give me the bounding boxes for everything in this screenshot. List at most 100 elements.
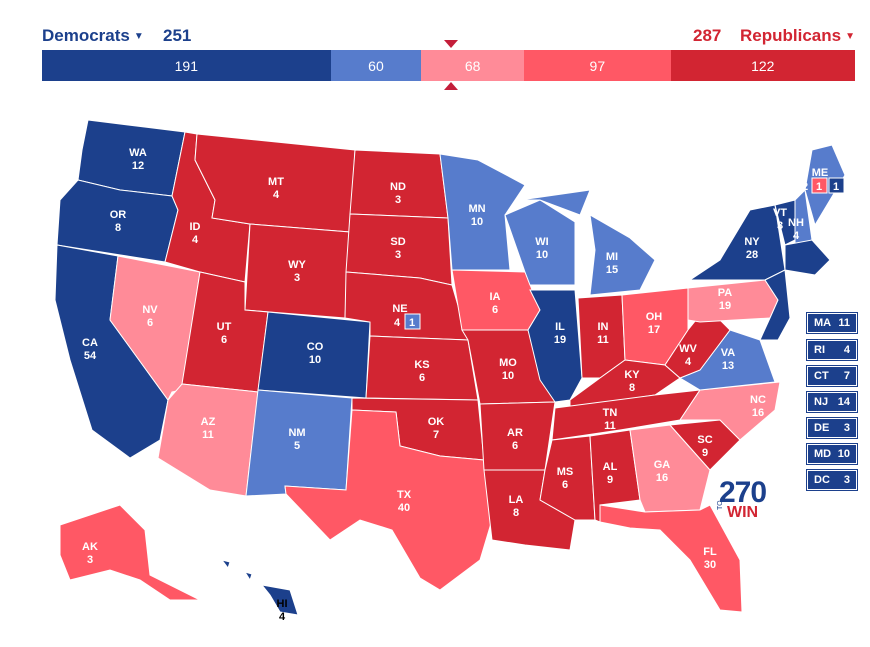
small-state-ri[interactable]: RI 4: [806, 339, 858, 361]
me-district-2-box: [828, 177, 845, 194]
small-state-dc[interactable]: DC 3: [806, 469, 858, 491]
svg-text:1: 1: [816, 181, 822, 193]
svg-text:2: 2: [802, 181, 808, 193]
state-nm[interactable]: NM 5: [245, 389, 353, 497]
svg-text:SD3: SD 3: [390, 236, 405, 261]
me-split-label: ME 2 1 1: [802, 167, 845, 194]
svg-text:KY8: KY 8: [624, 369, 640, 394]
democrats-dropdown[interactable]: Democrats ▼: [42, 26, 144, 46]
electoral-vote-bar: 191 60 68 97 122: [42, 50, 855, 81]
state-hi[interactable]: HI 4: [220, 559, 299, 623]
270-marker-top-icon: [444, 40, 458, 48]
state-nc[interactable]: NC 16: [679, 381, 781, 441]
bar-segment-likely-dem: 60: [330, 50, 422, 81]
republicans-dropdown[interactable]: Republicans ▼: [740, 26, 855, 46]
state-tx[interactable]: TX 40: [284, 409, 493, 591]
svg-text:WY3: WY 3: [288, 259, 306, 284]
state-nd[interactable]: ND 3: [349, 149, 449, 219]
svg-text:MS6: MS 6: [557, 466, 574, 491]
state-mi[interactable]: MI 15: [519, 189, 656, 296]
state-mid-atlantic-small[interactable]: [759, 269, 791, 341]
small-state-ct[interactable]: CT 7: [806, 365, 858, 387]
state-new-england-small[interactable]: [784, 239, 831, 276]
270towin-logo[interactable]: 270 TO WIN: [717, 476, 767, 521]
state-nh[interactable]: NH 4: [788, 188, 813, 246]
svg-text:4: 4: [394, 317, 401, 329]
bar-segment-safe-dem: 191: [42, 50, 331, 81]
state-in[interactable]: IN 11: [577, 294, 626, 379]
state-nv[interactable]: NV 6: [109, 255, 201, 401]
svg-text:1: 1: [833, 181, 839, 193]
svg-text:ID4: ID 4: [190, 221, 201, 246]
small-state-nj[interactable]: NJ 14: [806, 391, 858, 413]
state-ak[interactable]: AK 3: [59, 504, 201, 601]
svg-text:UT6: UT 6: [217, 321, 232, 346]
svg-text:SC9: SC 9: [697, 434, 712, 459]
republicans-total: 287: [693, 26, 722, 45]
svg-text:1: 1: [409, 317, 415, 329]
caret-down-icon: ▼: [133, 30, 144, 42]
svg-text:KS6: KS 6: [414, 359, 429, 384]
democrats-label: Democrats: [42, 26, 130, 45]
svg-text:NM5: NM 5: [288, 427, 305, 452]
bar-segment-lean-rep: 68: [421, 50, 525, 81]
small-state-ma[interactable]: MA 11: [806, 312, 858, 334]
270-marker-bottom-icon: [444, 82, 458, 90]
state-ar[interactable]: AR 6: [479, 401, 556, 471]
svg-text:HI4: HI 4: [277, 598, 288, 623]
state-ks[interactable]: KS 6: [365, 335, 479, 401]
state-fl[interactable]: FL 30: [599, 504, 743, 613]
me-district-1-box: [811, 177, 828, 194]
state-mn[interactable]: MN 10: [439, 153, 526, 271]
svg-text:AL9: AL 9: [603, 461, 618, 486]
svg-text:LA8: LA 8: [509, 494, 524, 519]
small-state-md[interactable]: MD 10: [806, 443, 858, 465]
svg-text:IA6: IA 6: [490, 291, 501, 316]
state-wy[interactable]: WY 3: [244, 223, 351, 319]
state-wv[interactable]: WV 4: [664, 314, 731, 379]
small-state-de[interactable]: DE 3: [806, 417, 858, 439]
state-vt[interactable]: VT 3: [773, 199, 796, 246]
svg-text:NV6: NV 6: [142, 304, 158, 329]
svg-text:VT3: VT 3: [773, 207, 787, 232]
svg-text:WV4: WV 4: [679, 343, 697, 368]
democrats-total: 251: [163, 26, 192, 45]
state-pa[interactable]: PA 19: [687, 279, 779, 323]
svg-text:ME: ME: [812, 167, 829, 179]
state-mt[interactable]: MT 4: [194, 133, 356, 233]
ne-district-box: [404, 313, 421, 330]
state-il[interactable]: IL 19: [527, 289, 583, 403]
svg-text:MT4: MT 4: [268, 176, 284, 201]
republicans-label: Republicans: [740, 26, 842, 45]
svg-text:AR6: AR 6: [507, 427, 523, 452]
svg-text:OK7: OK 7: [428, 416, 445, 441]
svg-text:AK3: AK 3: [82, 541, 98, 566]
caret-down-icon: ▼: [845, 30, 855, 42]
svg-text:ND3: ND 3: [390, 181, 406, 206]
state-ny[interactable]: NY 28: [688, 204, 786, 281]
svg-text:NH4: NH 4: [788, 217, 804, 242]
bar-segment-safe-rep: 122: [670, 50, 855, 81]
svg-text:NE: NE: [392, 303, 407, 315]
state-ia[interactable]: IA 6: [451, 269, 541, 331]
bar-segment-likely-rep: 97: [524, 50, 671, 81]
state-az[interactable]: AZ 11: [157, 383, 259, 497]
state-co[interactable]: CO 10: [257, 311, 371, 399]
svg-text:OR8: OR 8: [110, 209, 127, 234]
